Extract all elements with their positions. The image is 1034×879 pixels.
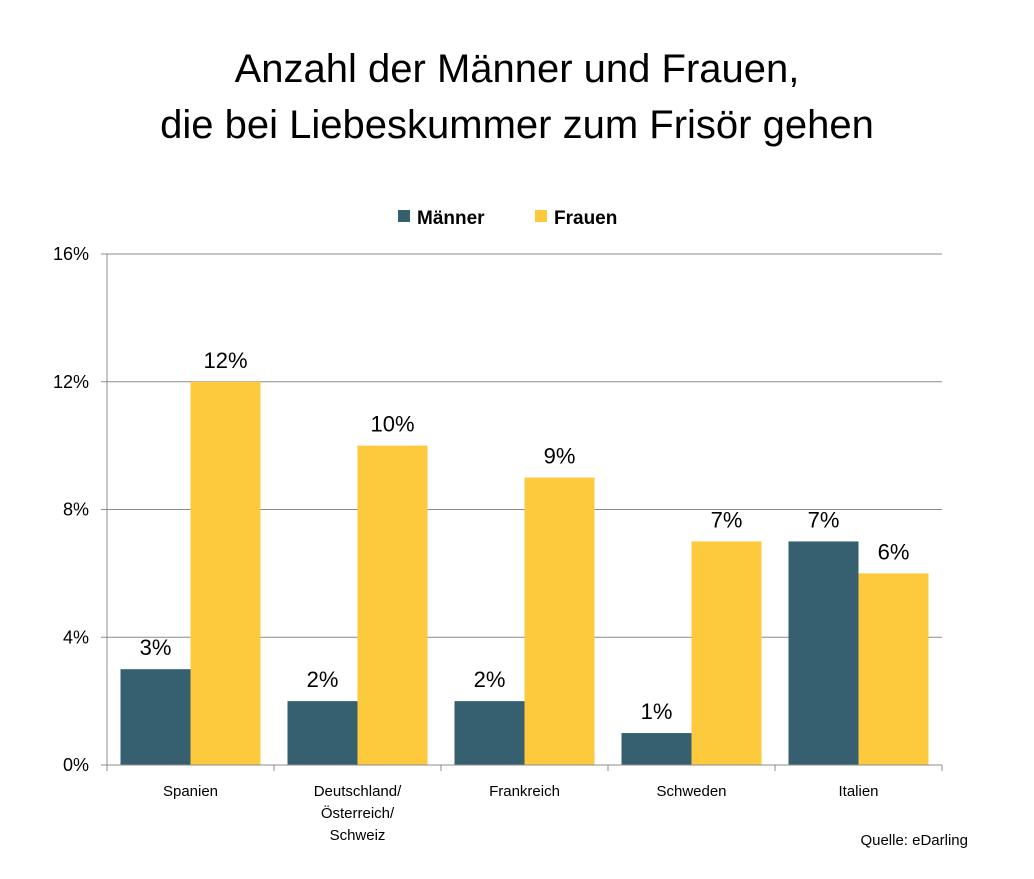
legend-swatch-maenner	[398, 210, 410, 222]
source-note: Quelle: eDarling	[860, 832, 968, 849]
y-tick-label: 12%	[53, 372, 89, 392]
x-category-label: Schweiz	[330, 827, 386, 844]
x-category-label: Österreich/	[321, 804, 395, 822]
y-tick-label: 0%	[63, 755, 89, 775]
data-label: 2%	[307, 667, 339, 692]
legend: Männer Frauen	[398, 208, 617, 229]
data-labels: 3% 12% 2% 10% 2% 9% 1% 7% 7% 6%	[140, 348, 910, 724]
bar-maenner	[788, 541, 859, 765]
x-category-label: Frankreich	[489, 783, 560, 800]
chart-title: Anzahl der Männer und Frauen, die bei Lie…	[160, 47, 874, 147]
bar-frauen	[524, 477, 595, 765]
chart-title-line: die bei Liebeskummer zum Frisör gehen	[160, 103, 874, 147]
legend-label: Frauen	[554, 208, 617, 229]
source-text: Quelle: eDarling	[860, 832, 968, 849]
x-category-label: Spanien	[163, 783, 218, 800]
y-tick-label: 16%	[53, 244, 89, 264]
bar-frauen	[190, 381, 261, 765]
y-tick-label: 8%	[63, 500, 89, 520]
y-tick-label: 4%	[63, 627, 89, 647]
chart-title-line: Anzahl der Männer und Frauen,	[235, 47, 800, 91]
bar-frauen	[357, 445, 428, 765]
axes	[106, 254, 943, 771]
x-category-label: Deutschland/	[314, 783, 402, 800]
y-axis-ticks: 0% 4% 8% 12% 16%	[53, 244, 107, 775]
bar-frauen	[858, 573, 929, 765]
bar-frauen	[691, 541, 762, 765]
bars	[120, 381, 929, 765]
x-axis-categories: Spanien Deutschland/Österreich/Schweiz Fra…	[163, 783, 879, 844]
bar-maenner	[621, 733, 692, 765]
data-label: 2%	[474, 667, 506, 692]
bar-maenner	[454, 701, 525, 765]
data-label: 3%	[140, 635, 172, 660]
data-label: 7%	[711, 507, 743, 532]
data-label: 9%	[544, 444, 576, 469]
data-label: 12%	[203, 348, 247, 373]
bar-maenner	[287, 701, 358, 765]
data-label: 1%	[641, 699, 673, 724]
data-label: 6%	[878, 539, 910, 564]
x-category-label: Schweden	[656, 783, 726, 800]
legend-label: Männer	[417, 208, 485, 229]
x-category-label: Italien	[838, 783, 878, 800]
data-label: 10%	[370, 412, 414, 437]
bar-maenner	[120, 669, 191, 765]
data-label: 7%	[808, 507, 840, 532]
legend-swatch-frauen	[535, 210, 547, 222]
